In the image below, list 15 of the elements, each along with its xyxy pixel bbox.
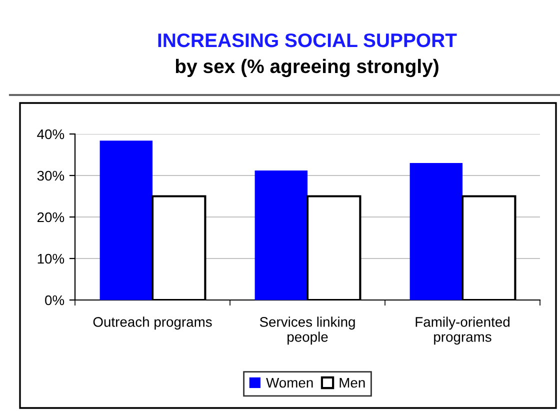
x-tick-label: Services linking people	[260, 316, 355, 345]
legend-label: Men	[340, 378, 365, 388]
bar	[410, 163, 462, 300]
y-tick-label: 20%	[37, 212, 64, 222]
y-tick-label: 30%	[37, 170, 64, 181]
bar	[100, 140, 152, 300]
y-tick-label: 10%	[38, 254, 64, 264]
x-tick-label: Outreach programs	[93, 316, 212, 330]
chart-title: INCREASING SOCIAL SUPPORT	[158, 33, 457, 48]
chart-subtitle: by sex (% agreeing strongly)	[176, 58, 438, 78]
bar	[254, 170, 308, 300]
y-tick-label: 40%	[37, 129, 64, 140]
x-tick-label: Family-oriented programs	[416, 316, 510, 345]
y-tick-label: 0%	[45, 295, 64, 306]
legend-label: Women	[266, 378, 313, 388]
